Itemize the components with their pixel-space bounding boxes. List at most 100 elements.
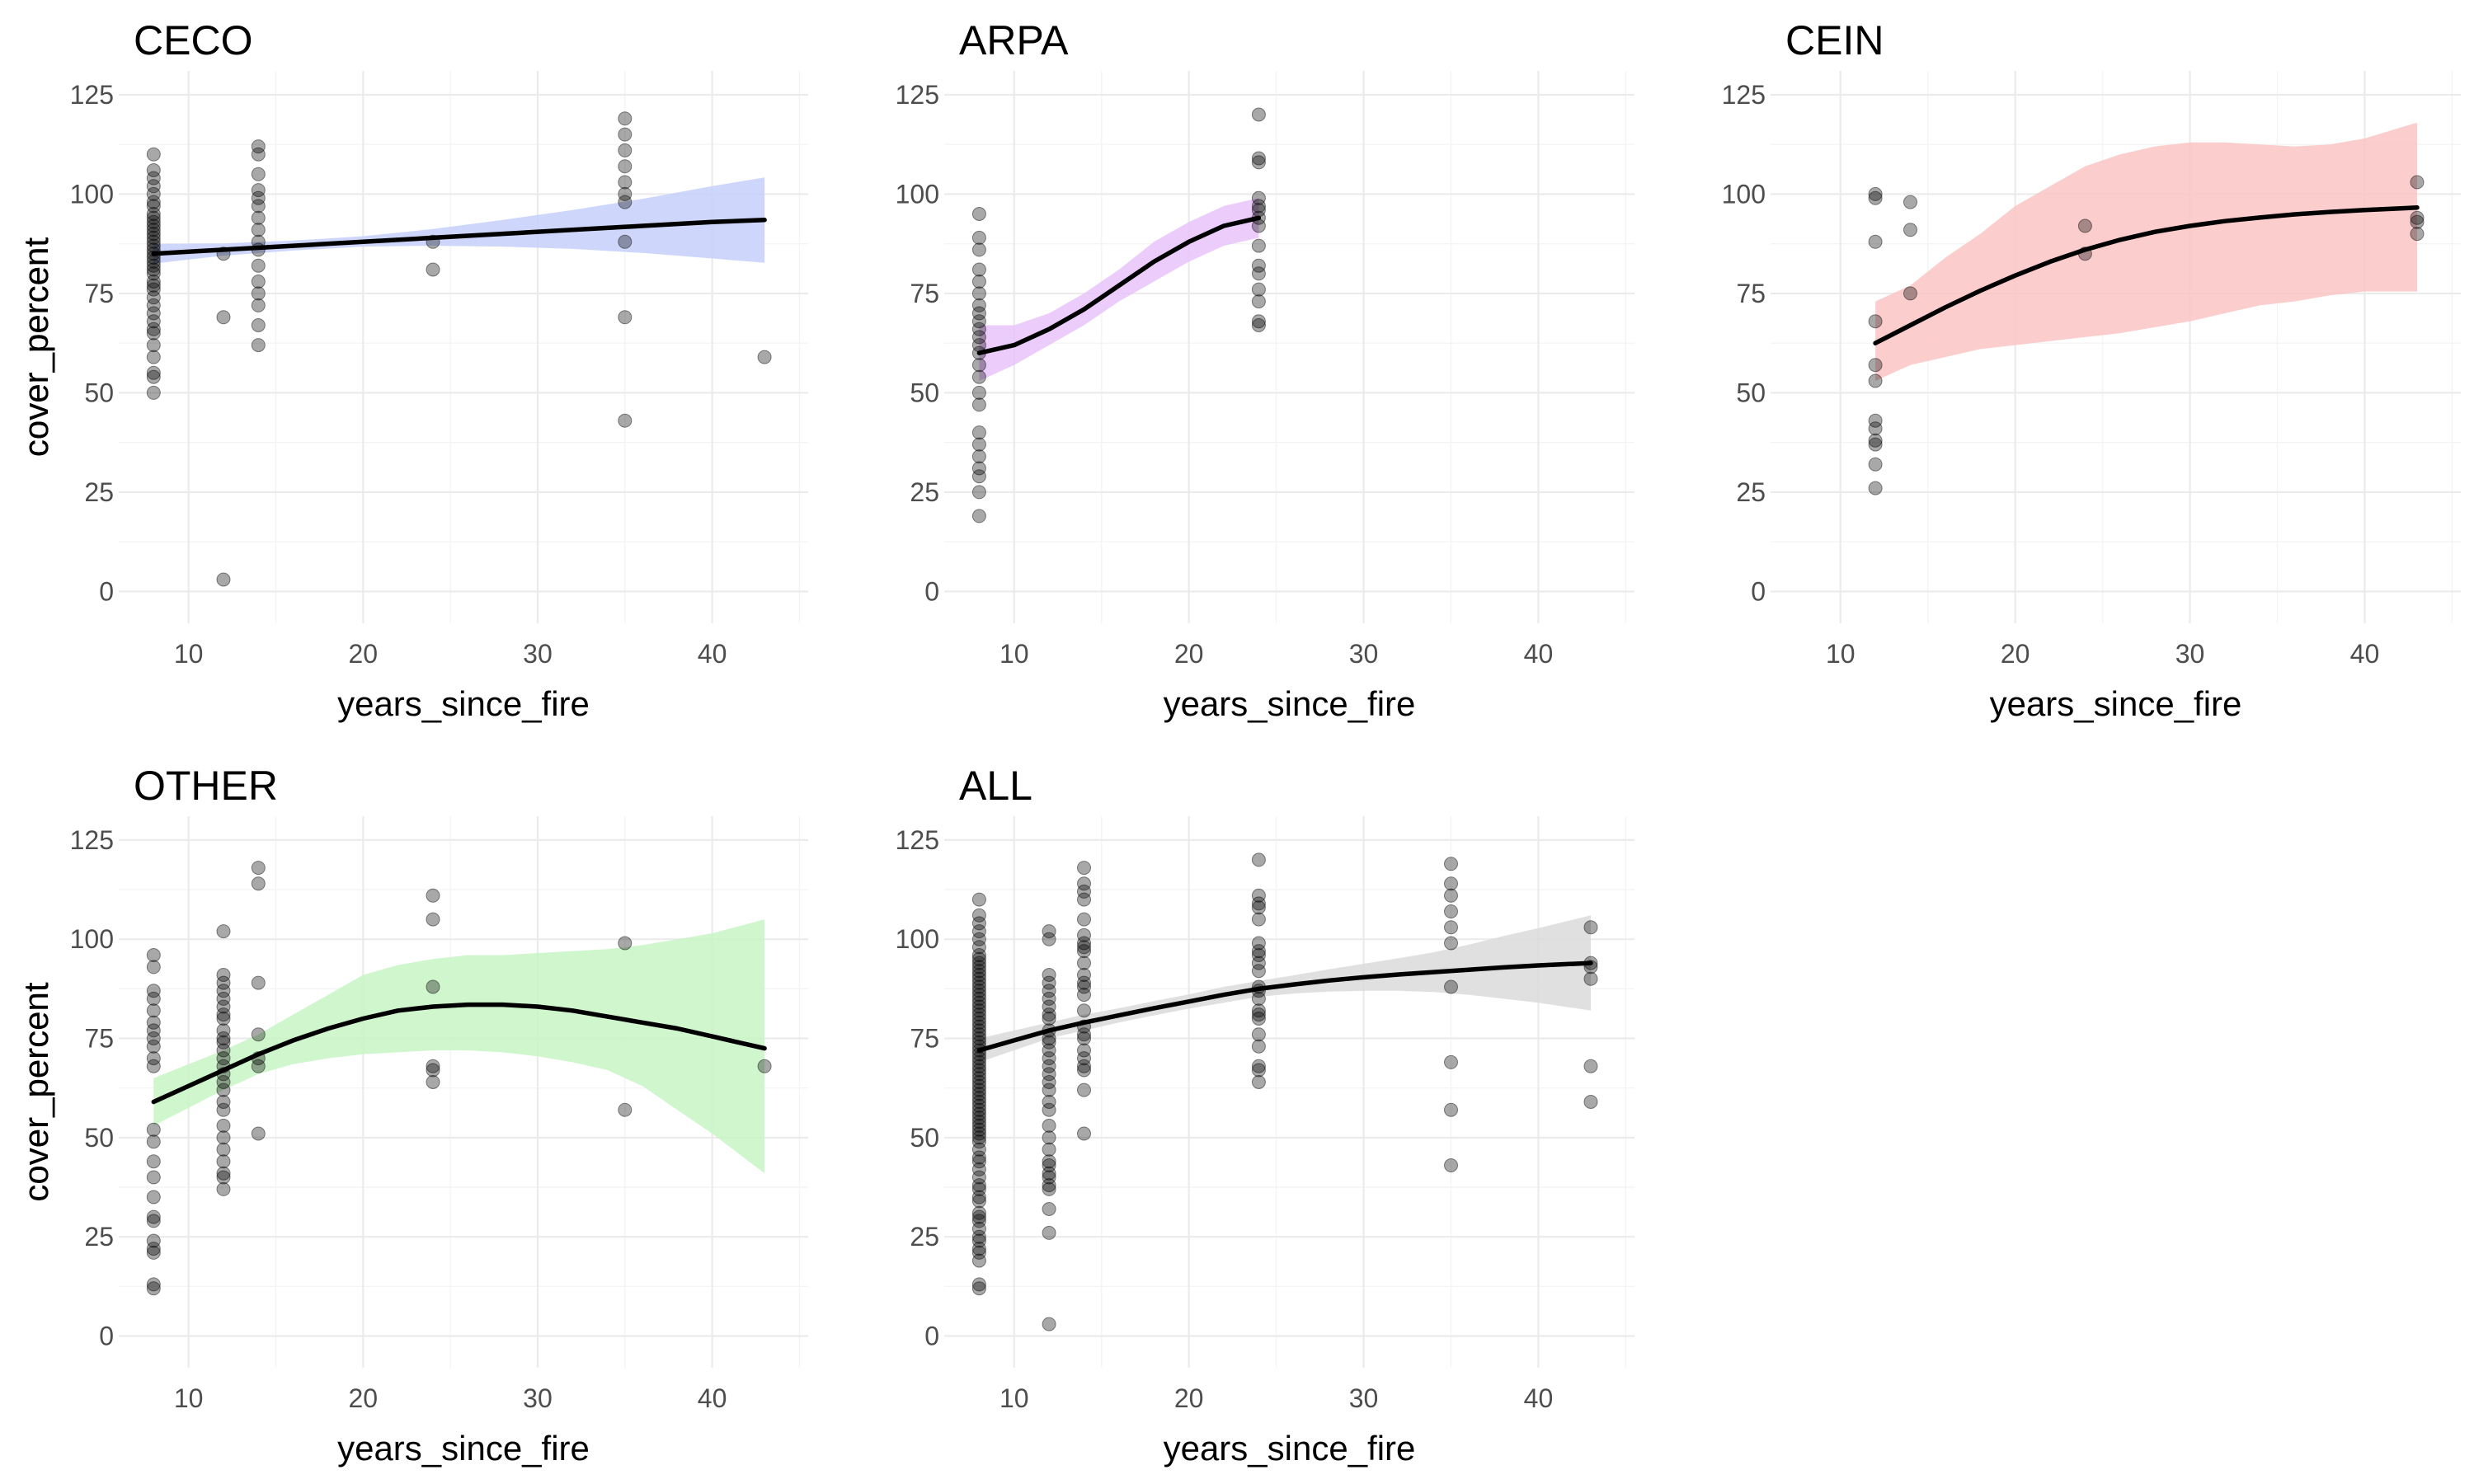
data-point <box>1077 979 1091 994</box>
data-point <box>146 186 161 201</box>
data-point <box>971 1126 986 1141</box>
data-point <box>251 298 266 312</box>
data-point <box>1042 1170 1056 1185</box>
data-point <box>146 278 161 293</box>
data-point <box>971 1205 986 1220</box>
data-point <box>1042 1059 1056 1073</box>
data-point <box>971 385 986 400</box>
data-point <box>146 385 161 400</box>
data-point <box>1444 1054 1458 1069</box>
data-point <box>971 1190 986 1205</box>
data-point <box>146 1051 161 1066</box>
data-point <box>1444 1102 1458 1117</box>
y-tick-label: 75 <box>84 1024 114 1054</box>
data-point <box>1444 904 1458 918</box>
panel-ceco: 10 20 30 40 0 25 50 75 100 125 CECO years_since_f… <box>16 17 808 723</box>
data-point <box>971 1209 986 1224</box>
y-tick-label: 25 <box>1736 477 1766 507</box>
data-point <box>146 1003 161 1018</box>
panel-ceco-confidence-band <box>153 177 765 264</box>
data-point <box>146 218 161 233</box>
data-point <box>971 275 986 289</box>
data-point <box>146 1059 161 1073</box>
data-point <box>1868 437 1883 452</box>
data-point <box>146 1023 161 1038</box>
data-point <box>757 1059 772 1073</box>
data-point <box>971 1281 986 1296</box>
y-tick-label: 75 <box>1736 279 1766 308</box>
data-point <box>146 322 161 336</box>
data-point <box>971 1194 986 1209</box>
panel-other-x-axis-label: years_since_fire <box>337 1429 590 1468</box>
data-point <box>426 1075 440 1089</box>
data-point <box>251 876 266 891</box>
data-point <box>216 1007 231 1022</box>
data-point <box>1251 1007 1266 1022</box>
y-tick-label: 25 <box>910 1222 939 1252</box>
data-point <box>971 207 986 221</box>
y-tick-label: 125 <box>896 80 939 110</box>
data-point <box>971 358 986 373</box>
data-point <box>1251 888 1266 903</box>
data-point <box>971 951 986 966</box>
data-point <box>1251 1012 1266 1026</box>
y-tick-label: 25 <box>84 1222 114 1252</box>
data-point <box>971 984 986 998</box>
data-point <box>1042 1051 1056 1066</box>
data-point <box>971 1222 986 1236</box>
panel-arpa-points <box>971 107 1266 524</box>
data-point <box>1583 1095 1598 1109</box>
data-point <box>971 449 986 464</box>
data-point <box>1868 186 1883 201</box>
data-point <box>146 1245 161 1260</box>
data-point <box>971 1098 986 1113</box>
data-point <box>1077 1059 1091 1073</box>
y-tick-label: 0 <box>924 1321 939 1350</box>
data-point <box>971 485 986 500</box>
data-point <box>146 179 161 194</box>
data-point <box>971 322 986 336</box>
data-point <box>1444 936 1458 951</box>
data-point <box>1868 457 1883 472</box>
data-point <box>971 1106 986 1121</box>
data-point <box>216 1043 231 1058</box>
panel-ceco-ticks: 10 20 30 40 0 25 50 75 100 125 <box>70 80 727 669</box>
data-point <box>618 175 633 190</box>
data-point <box>146 207 161 221</box>
data-point <box>971 1019 986 1034</box>
data-point <box>1077 968 1091 982</box>
data-point <box>146 258 161 273</box>
data-point <box>971 1118 986 1133</box>
data-point <box>216 1051 231 1066</box>
data-point <box>146 266 161 281</box>
data-point <box>1251 151 1266 166</box>
data-point <box>971 1277 986 1292</box>
data-point <box>1444 857 1458 871</box>
data-point <box>971 1111 986 1125</box>
data-point <box>1042 1317 1056 1331</box>
data-point <box>146 223 161 237</box>
data-point <box>146 1242 161 1256</box>
data-point <box>1077 940 1091 955</box>
panel-all-points <box>971 852 1598 1331</box>
data-point <box>618 111 633 126</box>
data-point <box>1251 912 1266 927</box>
data-point <box>1251 948 1266 962</box>
data-point <box>971 956 986 970</box>
data-point <box>216 984 231 998</box>
data-point <box>1444 979 1458 994</box>
data-point <box>1042 1043 1056 1058</box>
data-point <box>971 242 986 257</box>
data-point <box>971 1214 986 1228</box>
data-point <box>971 1054 986 1069</box>
x-tick-label: 30 <box>1349 1383 1379 1413</box>
x-tick-label: 40 <box>698 639 727 669</box>
data-point <box>146 1190 161 1205</box>
data-point <box>1042 1075 1056 1089</box>
data-point <box>426 888 440 903</box>
data-point <box>146 1031 161 1045</box>
data-point <box>216 1075 231 1089</box>
data-point <box>971 230 986 245</box>
panel-other-y-axis-label: cover_percent <box>16 982 55 1201</box>
data-point <box>971 964 986 979</box>
